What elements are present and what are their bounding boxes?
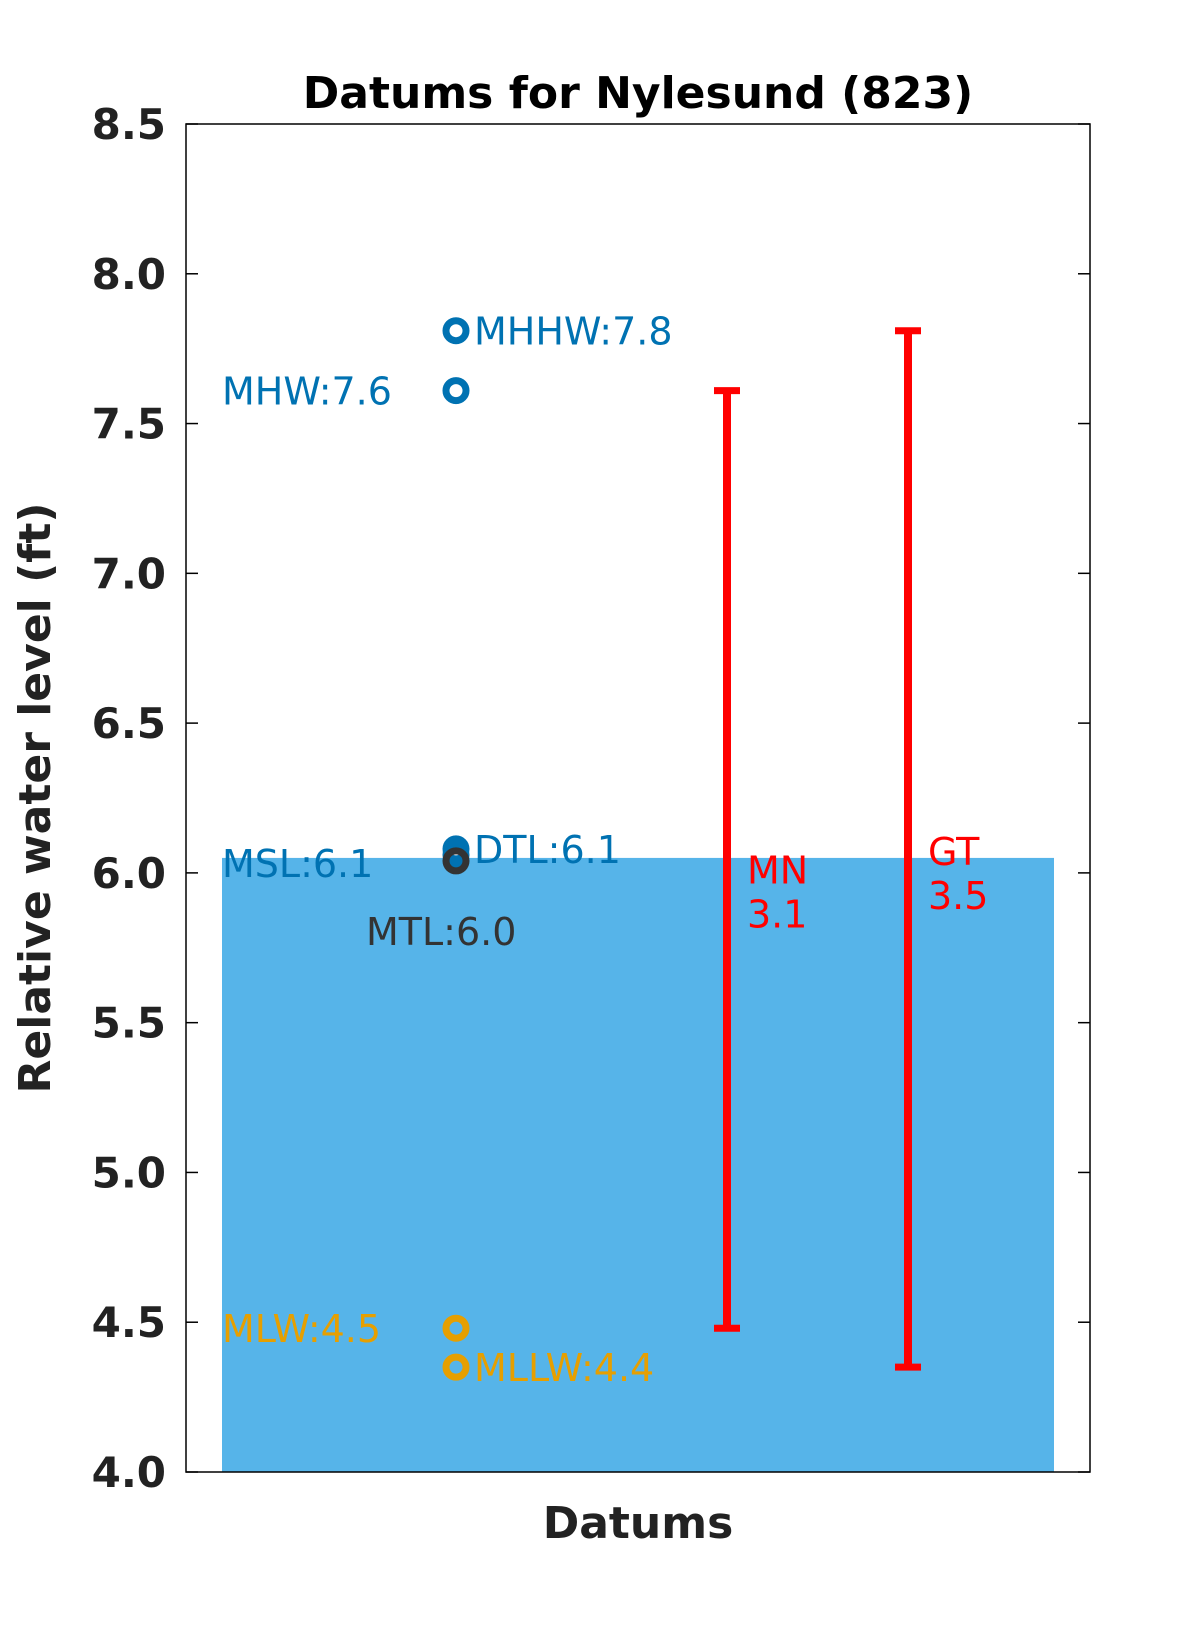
range-value-gt: 3.5 [928,874,988,918]
datum-label-mhhw: MHHW:7.8 [474,310,673,354]
chart-title: Datums for Nylesund (823) [303,68,973,119]
datum-point-mlw [442,1314,470,1342]
y-tick-label: 7.5 [92,400,166,449]
y-axis: 4.0 4.5 5.0 5.5 6.0 6.5 7.0 7.5 8.0 8.5 [92,100,1090,1497]
datum-label-msl: MSL:6.1 [222,842,373,886]
datum-label-mtl: MTL:6.0 [366,910,516,954]
y-tick-label: 5.5 [92,999,166,1048]
range-value-mn: 3.1 [747,892,807,936]
datum-point-mhhw [442,317,470,345]
y-tick-label: 6.0 [92,849,166,898]
datum-point-mhw [442,377,470,405]
range-name-mn: MN [747,848,808,892]
datum-point-mtl [442,847,470,875]
datum-label-mlw: MLW:4.5 [222,1307,381,1351]
plot-frame [185,123,1091,1473]
y-tick-label: 4.0 [92,1448,166,1497]
y-tick-label: 6.5 [92,699,166,748]
datum-point-mllw [442,1353,470,1381]
range-name-gt: GT [928,830,980,874]
datum-label-mhw: MHW:7.6 [222,370,392,414]
y-axis-label: Relative water level (ft) [10,503,61,1094]
datum-label-mllw: MLLW:4.4 [474,1346,654,1390]
y-tick-label: 8.5 [92,100,166,149]
y-tick-label: 8.0 [92,250,166,299]
y-tick-label: 4.5 [92,1298,166,1347]
y-tick-label: 5.0 [92,1148,166,1197]
y-tick-label: 7.0 [92,549,166,598]
x-axis-label: Datums [543,1498,734,1549]
datum-label-dtl: DTL:6.1 [474,828,621,872]
plot-area: MHHW:7.8 MHW:7.6 DTL:6.1 MSL:6.1 MTL:6.0 MLW:… [222,310,1054,1472]
